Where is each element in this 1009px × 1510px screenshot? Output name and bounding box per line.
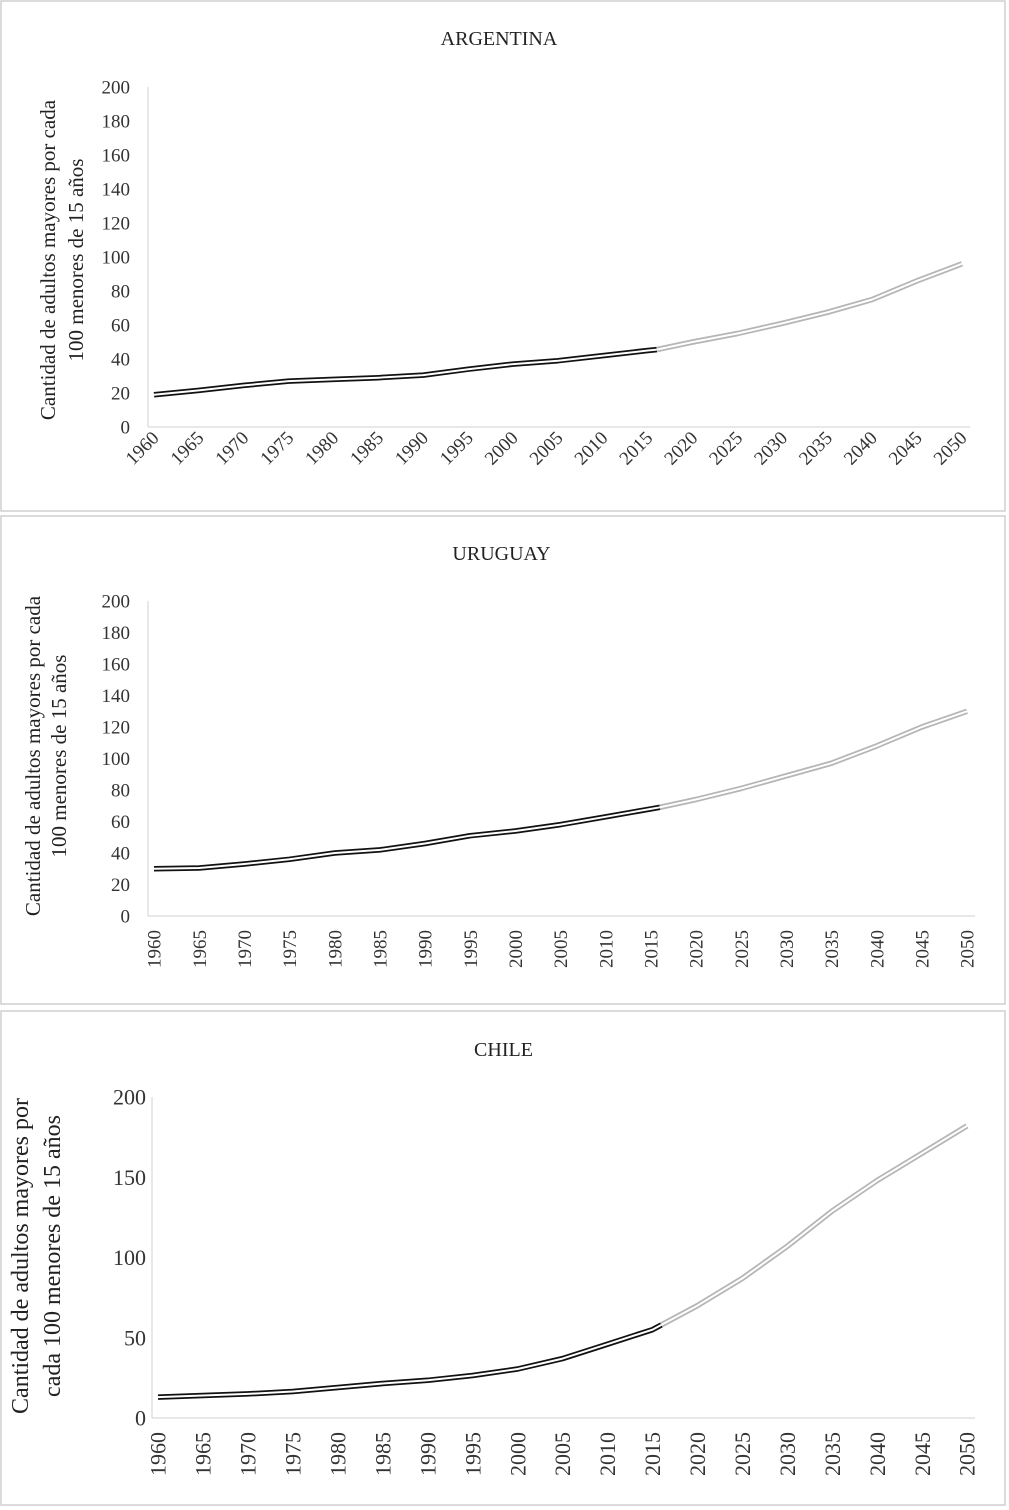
x-tick-label: 1975 — [280, 930, 301, 968]
x-tick-label: 2030 — [777, 930, 798, 968]
y-tick-label: 200 — [113, 1085, 146, 1110]
x-tick-label: 1985 — [370, 1432, 395, 1476]
panel-frame — [0, 0, 1006, 512]
y-tick-label: 100 — [113, 1245, 146, 1270]
y-tick-label: 60 — [111, 316, 130, 337]
x-tick-label: 2010 — [596, 930, 617, 968]
x-tick-label: 2005 — [551, 930, 572, 968]
series-line-core — [153, 806, 661, 870]
x-tick-label: 2005 — [550, 1432, 575, 1476]
x-tick-label: 1995 — [461, 930, 482, 968]
x-tick-label: 2020 — [687, 930, 708, 968]
series-line-core — [659, 710, 968, 809]
y-axis-title-line: 100 menores de 15 años — [47, 655, 71, 858]
y-tick-label: 180 — [102, 623, 131, 644]
series-line-core — [660, 1125, 968, 1326]
y-tick-label: 50 — [124, 1325, 146, 1350]
series-proyectado — [660, 1123, 969, 1328]
y-tick-label: 120 — [102, 718, 131, 739]
x-tick-label: 1980 — [325, 930, 346, 968]
x-tick-label: 1975 — [281, 1432, 306, 1476]
y-tick-label: 200 — [102, 78, 131, 99]
x-tick-label: 2050 — [958, 930, 979, 968]
chart-title: ARGENTINA — [441, 28, 558, 50]
x-tick-label: 1965 — [190, 930, 211, 968]
x-tick-label: 2000 — [505, 1432, 530, 1476]
x-tick-label: 2035 — [820, 1432, 845, 1476]
x-tick-label: 1965 — [191, 1432, 216, 1476]
panel-frame — [0, 1010, 1006, 1506]
x-tick-label: 2040 — [867, 930, 888, 968]
series-observado — [153, 804, 661, 872]
x-tick-label: 2010 — [595, 1432, 620, 1476]
series-observado — [157, 1322, 663, 1400]
y-tick-label: 0 — [121, 907, 131, 928]
y-tick-label: 100 — [102, 749, 131, 770]
x-tick-label: 1995 — [460, 1432, 485, 1476]
y-tick-label: 0 — [121, 418, 131, 439]
x-tick-label: 2050 — [955, 1432, 980, 1476]
x-tick-label: 1985 — [370, 930, 391, 968]
series-proyectado — [659, 708, 968, 810]
x-tick-label: 2045 — [910, 1432, 935, 1476]
x-tick-label: 1990 — [415, 1432, 440, 1476]
x-tick-label: 2015 — [641, 930, 662, 968]
y-axis-title-line: cada 100 menores de 15 años — [40, 1115, 66, 1397]
y-tick-label: 200 — [102, 592, 131, 613]
y-axis-title-line: 100 menores de 15 años — [64, 159, 88, 362]
x-tick-label: 2015 — [640, 1432, 665, 1476]
series-line-core — [656, 262, 963, 351]
y-axis-title-line: Cantidad de adultos mayores por cada — [21, 595, 45, 916]
x-tick-label: 2045 — [912, 930, 933, 968]
x-tick-label: 2035 — [822, 930, 843, 968]
x-tick-label: 1980 — [325, 1432, 350, 1476]
y-tick-label: 160 — [102, 146, 131, 167]
x-tick-label: 1970 — [236, 1432, 261, 1476]
y-tick-label: 120 — [102, 214, 131, 235]
y-tick-label: 140 — [102, 686, 131, 707]
x-tick-label: 2000 — [506, 930, 527, 968]
y-tick-label: 140 — [102, 180, 131, 201]
x-tick-label: 2025 — [730, 1432, 755, 1476]
y-tick-label: 80 — [111, 282, 130, 303]
y-tick-label: 180 — [102, 112, 131, 133]
chart-panel-argentina: ARGENTINA0204060801001201401601802001960… — [0, 0, 1006, 512]
y-tick-label: 160 — [102, 655, 131, 676]
chart-title: CHILE — [474, 1039, 533, 1061]
y-tick-label: 20 — [111, 384, 130, 405]
x-tick-label: 2025 — [732, 930, 753, 968]
y-tick-label: 100 — [102, 248, 131, 269]
y-tick-label: 0 — [135, 1406, 146, 1431]
series-line-core — [157, 1324, 662, 1399]
x-tick-label: 1990 — [416, 930, 437, 968]
x-tick-label: 2030 — [775, 1432, 800, 1476]
y-tick-label: 60 — [111, 812, 130, 833]
series-observado — [153, 346, 658, 398]
y-tick-label: 80 — [111, 781, 130, 802]
chart-title: URUGUAY — [452, 543, 550, 565]
chart-panel-chile: CHILE 0 50 100 150 200 1960 1965 1970 1975 1980 198… — [0, 1010, 1006, 1506]
x-tick-label: 2040 — [865, 1432, 890, 1476]
y-tick-label: 20 — [111, 875, 130, 896]
series-proyectado — [656, 261, 963, 353]
x-tick-label: 2020 — [685, 1432, 710, 1476]
y-axis-title-line: Cantidad de adultos mayores por cada — [36, 99, 60, 420]
y-tick-label: 150 — [113, 1165, 146, 1190]
x-tick-label: 1960 — [146, 1432, 171, 1476]
y-axis-title-line: Cantidad de adultos mayores por — [8, 1098, 34, 1414]
y-tick-label: 40 — [111, 350, 130, 371]
x-tick-label: 1970 — [235, 930, 256, 968]
series-line-core — [153, 348, 657, 396]
x-tick-label: 1960 — [145, 930, 166, 968]
y-tick-label: 40 — [111, 844, 130, 865]
